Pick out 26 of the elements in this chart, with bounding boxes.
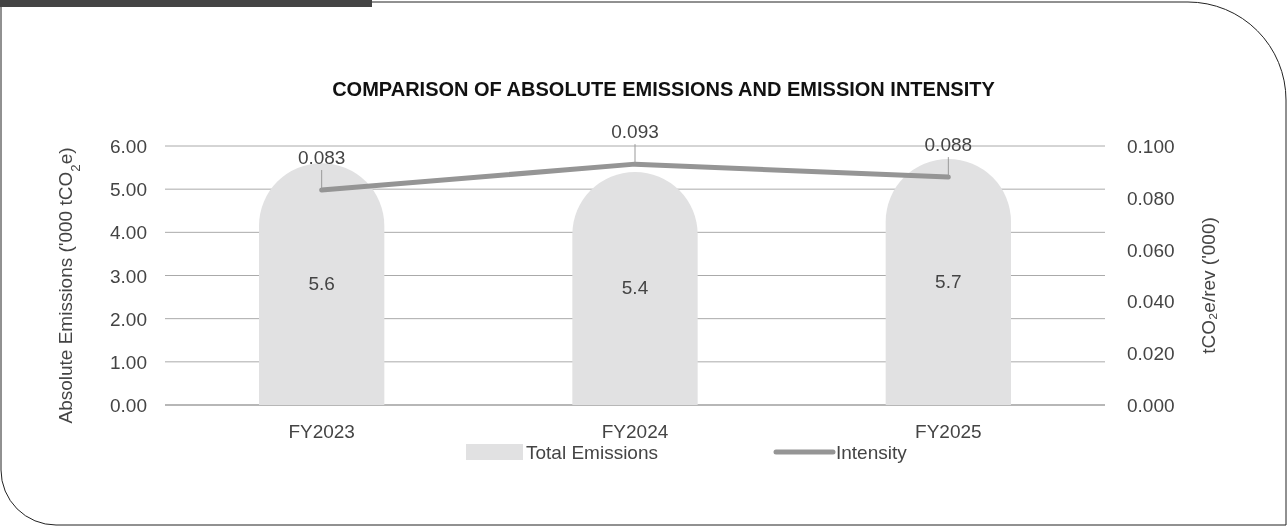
y2-tick-label: 0.040 <box>1127 291 1175 313</box>
data-label: 0.088 <box>924 134 973 156</box>
text: 5.6 <box>308 273 335 295</box>
legend-label: Intensity <box>836 442 908 463</box>
y2-tick-label: 0.020 <box>1127 343 1175 365</box>
y2-tick-label: 0.080 <box>1127 187 1175 209</box>
y2-tick-label: 0.000 <box>1127 395 1175 416</box>
y2-tick-label: 0.100 <box>1127 136 1175 157</box>
y2-axis-title: tCO₂e/rev ('000) <box>1198 217 1219 354</box>
y-tick-label: 2.00 <box>110 308 147 330</box>
y2-tick-label: 0.060 <box>1127 239 1175 261</box>
y-tick-label: 0.00 <box>110 395 147 416</box>
y-tick-label: 1.00 <box>110 351 147 373</box>
x-tick-label: FY2024 <box>601 421 669 442</box>
chart-title: COMPARISON OF ABSOLUTE EMISSIONS AND EMISSION INTENSITY <box>332 78 996 100</box>
y-tick-label: 3.00 <box>110 265 147 287</box>
x-tick-label: FY2025 <box>915 421 982 442</box>
text: 5.7 <box>935 270 962 292</box>
text: 5.4 <box>621 277 649 299</box>
data-label: 0.083 <box>297 147 346 169</box>
data-label: 0.093 <box>611 121 659 143</box>
x-tick-label: FY2023 <box>288 421 355 442</box>
y-tick-label: 4.00 <box>110 222 147 244</box>
y-tick-label: 5.00 <box>110 179 147 201</box>
legend-label: Total Emissions <box>526 442 658 463</box>
y-tick-label: 6.00 <box>110 136 147 157</box>
